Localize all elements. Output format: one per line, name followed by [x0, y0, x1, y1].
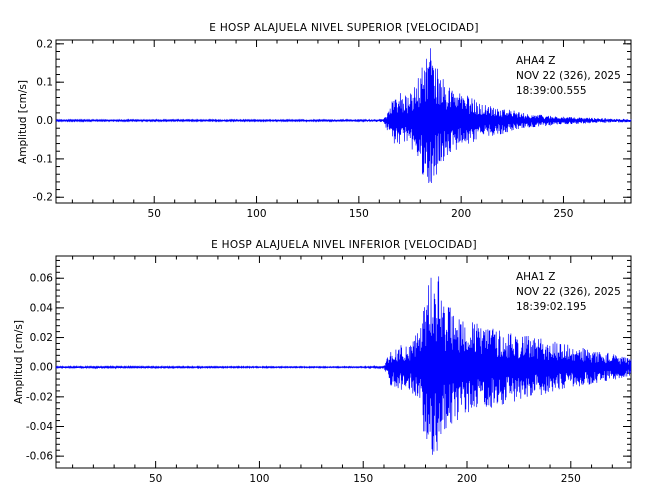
panel-bottom-ytick-label: -0.04	[26, 421, 53, 433]
panel-bottom-ytick-label: 0.00	[30, 362, 53, 374]
panel-top-station: AHA4 Z	[516, 55, 555, 67]
panel-top-xtick-label: 250	[553, 208, 573, 220]
panel-bottom-trace	[55, 276, 632, 455]
panel-bottom-ytick-label: 0.06	[30, 273, 54, 285]
panel-bottom-title: E HOSP ALAJUELA NIVEL INFERIOR [VELOCIDA…	[211, 239, 477, 251]
panel-bottom-ytick-label: -0.06	[26, 451, 53, 463]
panel-bottom-date: NOV 22 (326), 2025	[516, 286, 621, 298]
panel-top-xtick-label: 150	[349, 208, 369, 220]
panel-top-ytick-label: -0.2	[33, 192, 54, 204]
panel-top-xtick-label: 100	[247, 208, 267, 220]
panel-top-date: NOV 22 (326), 2025	[516, 70, 621, 82]
panel-bottom: E HOSP ALAJUELA NIVEL INFERIOR [VELOCIDA…	[13, 239, 632, 485]
panel-top-waveform-line	[55, 48, 632, 184]
panel-bottom-ylabel: Amplitud [cm/s]	[13, 320, 25, 404]
panel-top-xtick-label: 50	[148, 208, 161, 220]
panel-top-plot-frame	[55, 39, 632, 204]
panel-bottom-xtick-label: 200	[457, 473, 477, 485]
panel-bottom-station: AHA1 Z	[516, 271, 555, 283]
panel-top-time: 18:39:00.555	[516, 85, 587, 97]
panel-bottom-xtick-label: 150	[353, 473, 373, 485]
panel-top-ytick-label: -0.1	[33, 153, 54, 165]
panel-bottom-xtick-label: 50	[149, 473, 162, 485]
panel-top-ytick-label: 0.1	[36, 77, 53, 89]
panel-top: E HOSP ALAJUELA NIVEL SUPERIOR [VELOCIDA…	[17, 22, 632, 220]
panel-top-xtick-label: 200	[451, 208, 471, 220]
panel-bottom-xtick-label: 250	[561, 473, 581, 485]
panel-top-trace	[55, 48, 632, 184]
panel-top-ytick-label: 0.0	[36, 115, 53, 127]
panel-bottom-xtick-label: 100	[249, 473, 269, 485]
panel-top-title: E HOSP ALAJUELA NIVEL SUPERIOR [VELOCIDA…	[209, 22, 478, 34]
panel-bottom-ytick-label: 0.02	[30, 332, 53, 344]
panel-bottom-ytick-label: 0.04	[30, 302, 54, 314]
panel-bottom-waveform-line	[55, 276, 632, 455]
panel-top-ylabel: Amplitud [cm/s]	[17, 80, 29, 164]
panel-top-ytick-label: 0.2	[36, 38, 53, 50]
panel-bottom-ytick-label: -0.02	[26, 391, 53, 403]
panel-bottom-time: 18:39:02.195	[516, 301, 587, 313]
